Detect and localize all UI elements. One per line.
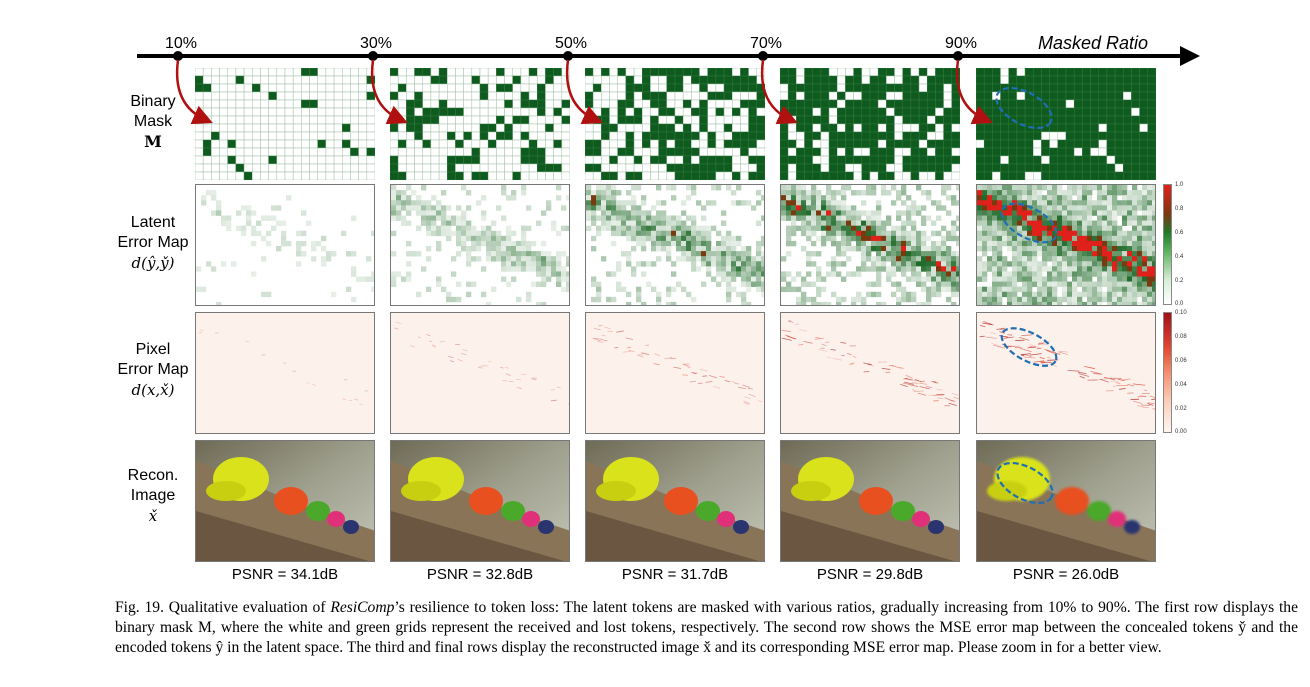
- latent-error-map-panel-70: [780, 184, 960, 306]
- psnr-label-70: PSNR = 29.8dB: [816, 566, 924, 583]
- psnr-label-90: PSNR = 26.0dB: [1012, 566, 1120, 583]
- row-label-pixel-line1: Pixel: [135, 341, 171, 358]
- recon-image-panel-30: [390, 440, 570, 562]
- latent-cbar-tick-1: 0.8: [1175, 206, 1184, 212]
- recon-image-panel-70: [780, 440, 960, 562]
- recon-image-panel-10: [195, 440, 375, 562]
- row-label-recon-line2: Image: [130, 487, 176, 504]
- row-label-mask-symbol: M: [144, 132, 162, 151]
- pixel-error-map-panel-10: [195, 312, 375, 434]
- pixel-cbar-tick-2: 0.06: [1175, 358, 1187, 364]
- caption-body: ’s resilience to token loss: The latent …: [115, 599, 1298, 656]
- pixel-cbar-tick-5: 0.00: [1175, 429, 1187, 435]
- psnr-label-10: PSNR = 34.1dB: [231, 566, 339, 583]
- row-label-pixel-symbol: d(x,x̌): [131, 381, 175, 399]
- binary-mask-panel-30: [390, 68, 570, 180]
- row-label-latent-line1: Latent: [130, 214, 176, 231]
- row-label-pixel: Pixel Error Map d(x,x̌): [100, 340, 206, 400]
- binary-mask-panel-50: [585, 68, 765, 180]
- row-label-recon-symbol: x̌: [148, 507, 158, 525]
- pixel-cbar-tick-1: 0.08: [1175, 334, 1187, 340]
- pixel-cbar-tick-0: 0.10: [1175, 310, 1187, 316]
- latent-cbar-tick-2: 0.6: [1175, 230, 1184, 236]
- pixel-cbar-tick-4: 0.02: [1175, 406, 1187, 412]
- psnr-label-50: PSNR = 31.7dB: [621, 566, 729, 583]
- binary-mask-panel-90: [976, 68, 1156, 180]
- tick-label-90: 90%: [944, 35, 978, 52]
- latent-cbar-tick-5: 0.0: [1175, 301, 1184, 307]
- binary-mask-panel-10: [195, 68, 375, 180]
- recon-image-panel-90: [976, 440, 1156, 562]
- row-label-mask: Binary Mask M: [100, 92, 206, 152]
- row-label-mask-line2: Mask: [133, 113, 173, 130]
- axis-dot-30: [368, 51, 378, 61]
- row-label-latent-symbol: d(ŷ,y̌): [131, 254, 175, 272]
- latent-colorbar: [1163, 184, 1172, 305]
- row-label-recon: Recon. Image x̌: [100, 466, 206, 526]
- axis-dot-50: [563, 51, 573, 61]
- latent-error-map-panel-30: [390, 184, 570, 306]
- pixel-colorbar: [1163, 312, 1172, 433]
- row-label-mask-line1: Binary: [130, 93, 176, 110]
- tick-label-70: 70%: [749, 35, 783, 52]
- row-label-latent: Latent Error Map d(ŷ,y̌): [100, 213, 206, 273]
- binary-mask-panel-70: [780, 68, 960, 180]
- tick-label-50: 50%: [554, 35, 588, 52]
- tick-label-30: 30%: [359, 35, 393, 52]
- figure-caption: Fig. 19. Qualitative evaluation of ResiC…: [115, 598, 1298, 658]
- pixel-error-map-panel-90: [976, 312, 1156, 434]
- row-label-latent-line2: Error Map: [117, 234, 189, 251]
- tick-label-10: 10%: [164, 35, 198, 52]
- caption-method-name: ResiComp: [330, 599, 395, 616]
- latent-error-map-panel-50: [585, 184, 765, 306]
- axis-title: Masked Ratio: [1038, 33, 1149, 53]
- pixel-error-map-panel-70: [780, 312, 960, 434]
- latent-error-map-panel-10: [195, 184, 375, 306]
- row-label-pixel-line2: Error Map: [117, 361, 189, 378]
- caption-prefix: Fig. 19. Qualitative evaluation of: [115, 599, 331, 616]
- latent-error-map-panel-90: [976, 184, 1156, 306]
- axis-dot-90: [953, 51, 963, 61]
- row-label-recon-line1: Recon.: [127, 467, 179, 484]
- pixel-cbar-tick-3: 0.04: [1175, 382, 1187, 388]
- recon-image-panel-50: [585, 440, 765, 562]
- axis-dot-10: [173, 51, 183, 61]
- pixel-error-map-panel-50: [585, 312, 765, 434]
- psnr-label-30: PSNR = 32.8dB: [426, 566, 534, 583]
- latent-cbar-tick-4: 0.2: [1175, 278, 1184, 284]
- axis-dot-70: [758, 51, 768, 61]
- pixel-error-map-panel-30: [390, 312, 570, 434]
- masked-ratio-axis: [137, 46, 1200, 66]
- latent-cbar-tick-3: 0.4: [1175, 254, 1184, 260]
- latent-cbar-tick-0: 1.0: [1175, 182, 1184, 188]
